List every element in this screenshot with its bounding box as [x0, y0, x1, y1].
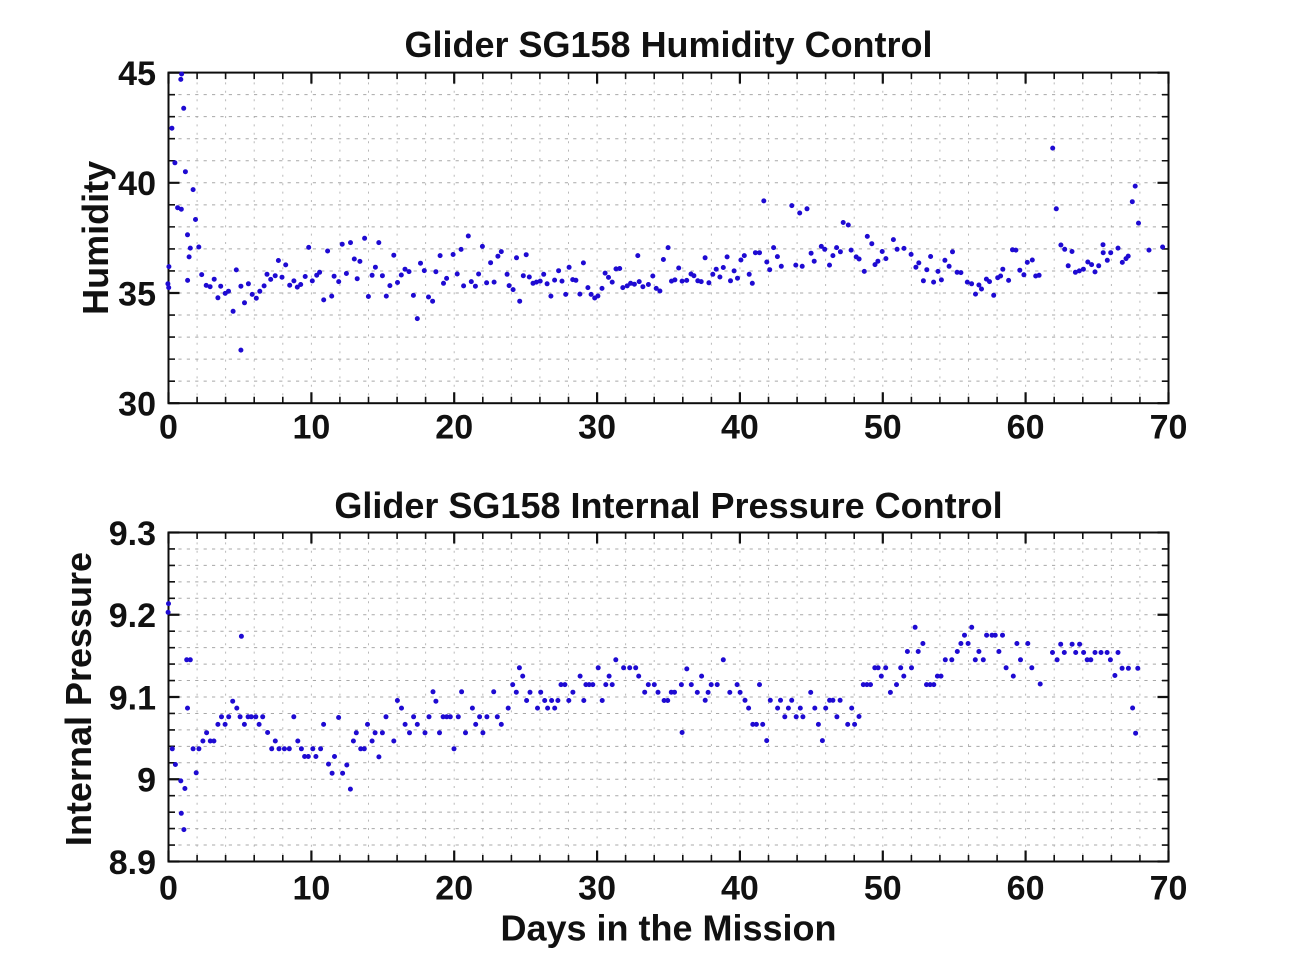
svg-text:Days in the Mission: Days in the Mission: [500, 908, 836, 949]
svg-text:0: 0: [159, 870, 178, 908]
svg-text:70: 70: [1150, 870, 1188, 908]
svg-text:20: 20: [435, 409, 473, 447]
svg-text:10: 10: [292, 870, 330, 908]
svg-text:30: 30: [578, 409, 616, 447]
svg-text:9.1: 9.1: [109, 679, 156, 717]
svg-text:30: 30: [118, 386, 156, 424]
svg-text:40: 40: [721, 409, 759, 447]
svg-text:20: 20: [435, 870, 473, 908]
svg-text:40: 40: [118, 165, 156, 203]
svg-text:Internal Pressure: Internal Pressure: [58, 552, 99, 846]
svg-text:Humidity: Humidity: [75, 161, 116, 315]
svg-text:70: 70: [1150, 409, 1188, 447]
svg-text:Glider SG158 Humidity Control: Glider SG158 Humidity Control: [404, 24, 932, 65]
svg-text:35: 35: [118, 275, 156, 313]
svg-text:60: 60: [1007, 870, 1045, 908]
svg-text:40: 40: [721, 870, 759, 908]
svg-text:60: 60: [1007, 409, 1045, 447]
svg-text:45: 45: [118, 55, 156, 93]
svg-text:9.3: 9.3: [109, 515, 156, 553]
svg-text:30: 30: [578, 870, 616, 908]
svg-text:10: 10: [292, 409, 330, 447]
svg-text:Glider SG158 Internal Pressure: Glider SG158 Internal Pressure Control: [334, 485, 1002, 526]
svg-text:50: 50: [864, 409, 902, 447]
svg-text:8.9: 8.9: [109, 844, 156, 882]
svg-text:9: 9: [137, 762, 156, 800]
svg-text:0: 0: [159, 409, 178, 447]
svg-text:50: 50: [864, 870, 902, 908]
svg-text:9.2: 9.2: [109, 597, 156, 635]
